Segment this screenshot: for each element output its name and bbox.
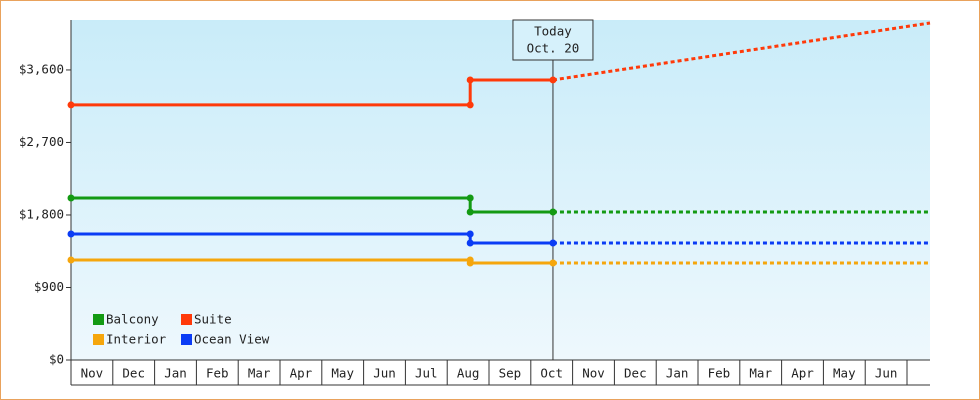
x-tick-label: May: [833, 366, 856, 381]
today-label: Oct. 20: [527, 41, 580, 56]
today-box: [512, 19, 594, 61]
price-point: [466, 230, 474, 238]
y-tick-label: $0: [49, 352, 64, 367]
x-tick-label: Dec: [122, 366, 145, 381]
today-label: Today: [534, 24, 572, 39]
legend-label: Ocean View: [194, 332, 270, 347]
price-point: [67, 230, 75, 238]
x-tick-label: Aug: [457, 366, 480, 381]
price-point: [466, 101, 474, 109]
price-point: [466, 208, 474, 216]
legend-swatch: [181, 314, 192, 325]
x-tick-label: Mar: [749, 366, 772, 381]
y-tick-label: $3,600: [19, 61, 64, 76]
plot-background: [71, 20, 930, 360]
y-tick-label: $2,700: [19, 134, 64, 149]
x-tick-label: Dec: [624, 366, 647, 381]
x-tick-label: Oct: [540, 366, 563, 381]
x-tick-label: Jun: [875, 366, 898, 381]
price-line: [71, 232, 553, 245]
price-point: [466, 239, 474, 247]
legend-label: Interior: [106, 332, 167, 347]
legend-label: Suite: [194, 312, 232, 327]
y-tick-label: $900: [34, 279, 64, 294]
x-tick-label: Feb: [708, 366, 731, 381]
price-point: [67, 101, 75, 109]
price-point: [67, 194, 75, 202]
price-point: [549, 259, 557, 267]
x-tick-label: Nov: [81, 366, 104, 381]
price-point: [466, 259, 474, 267]
legend-swatch: [181, 334, 192, 345]
x-tick-label: Jan: [666, 366, 689, 381]
x-tick-label: Mar: [248, 366, 271, 381]
x-tick-label: May: [331, 366, 354, 381]
price-point: [549, 76, 557, 84]
x-tick-label: Apr: [791, 366, 814, 381]
price-line: [71, 196, 553, 214]
x-tick-label: Feb: [206, 366, 229, 381]
price-point: [549, 239, 557, 247]
legend-label: Balcony: [106, 312, 159, 327]
price-point: [549, 208, 557, 216]
x-tick-label: Nov: [582, 366, 605, 381]
x-tick-label: Sep: [499, 366, 522, 381]
price-line: [71, 78, 553, 107]
projection-line: [552, 21, 931, 82]
x-tick-label: Jun: [373, 366, 396, 381]
y-tick-label: $1,800: [19, 206, 64, 221]
x-tick-label: Jan: [164, 366, 187, 381]
x-tick-label: Jul: [415, 366, 438, 381]
price-point: [466, 76, 474, 84]
price-point: [466, 194, 474, 202]
x-tick-label: Apr: [290, 366, 313, 381]
price-point: [67, 256, 75, 264]
legend-swatch: [93, 314, 104, 325]
legend-swatch: [93, 334, 104, 345]
